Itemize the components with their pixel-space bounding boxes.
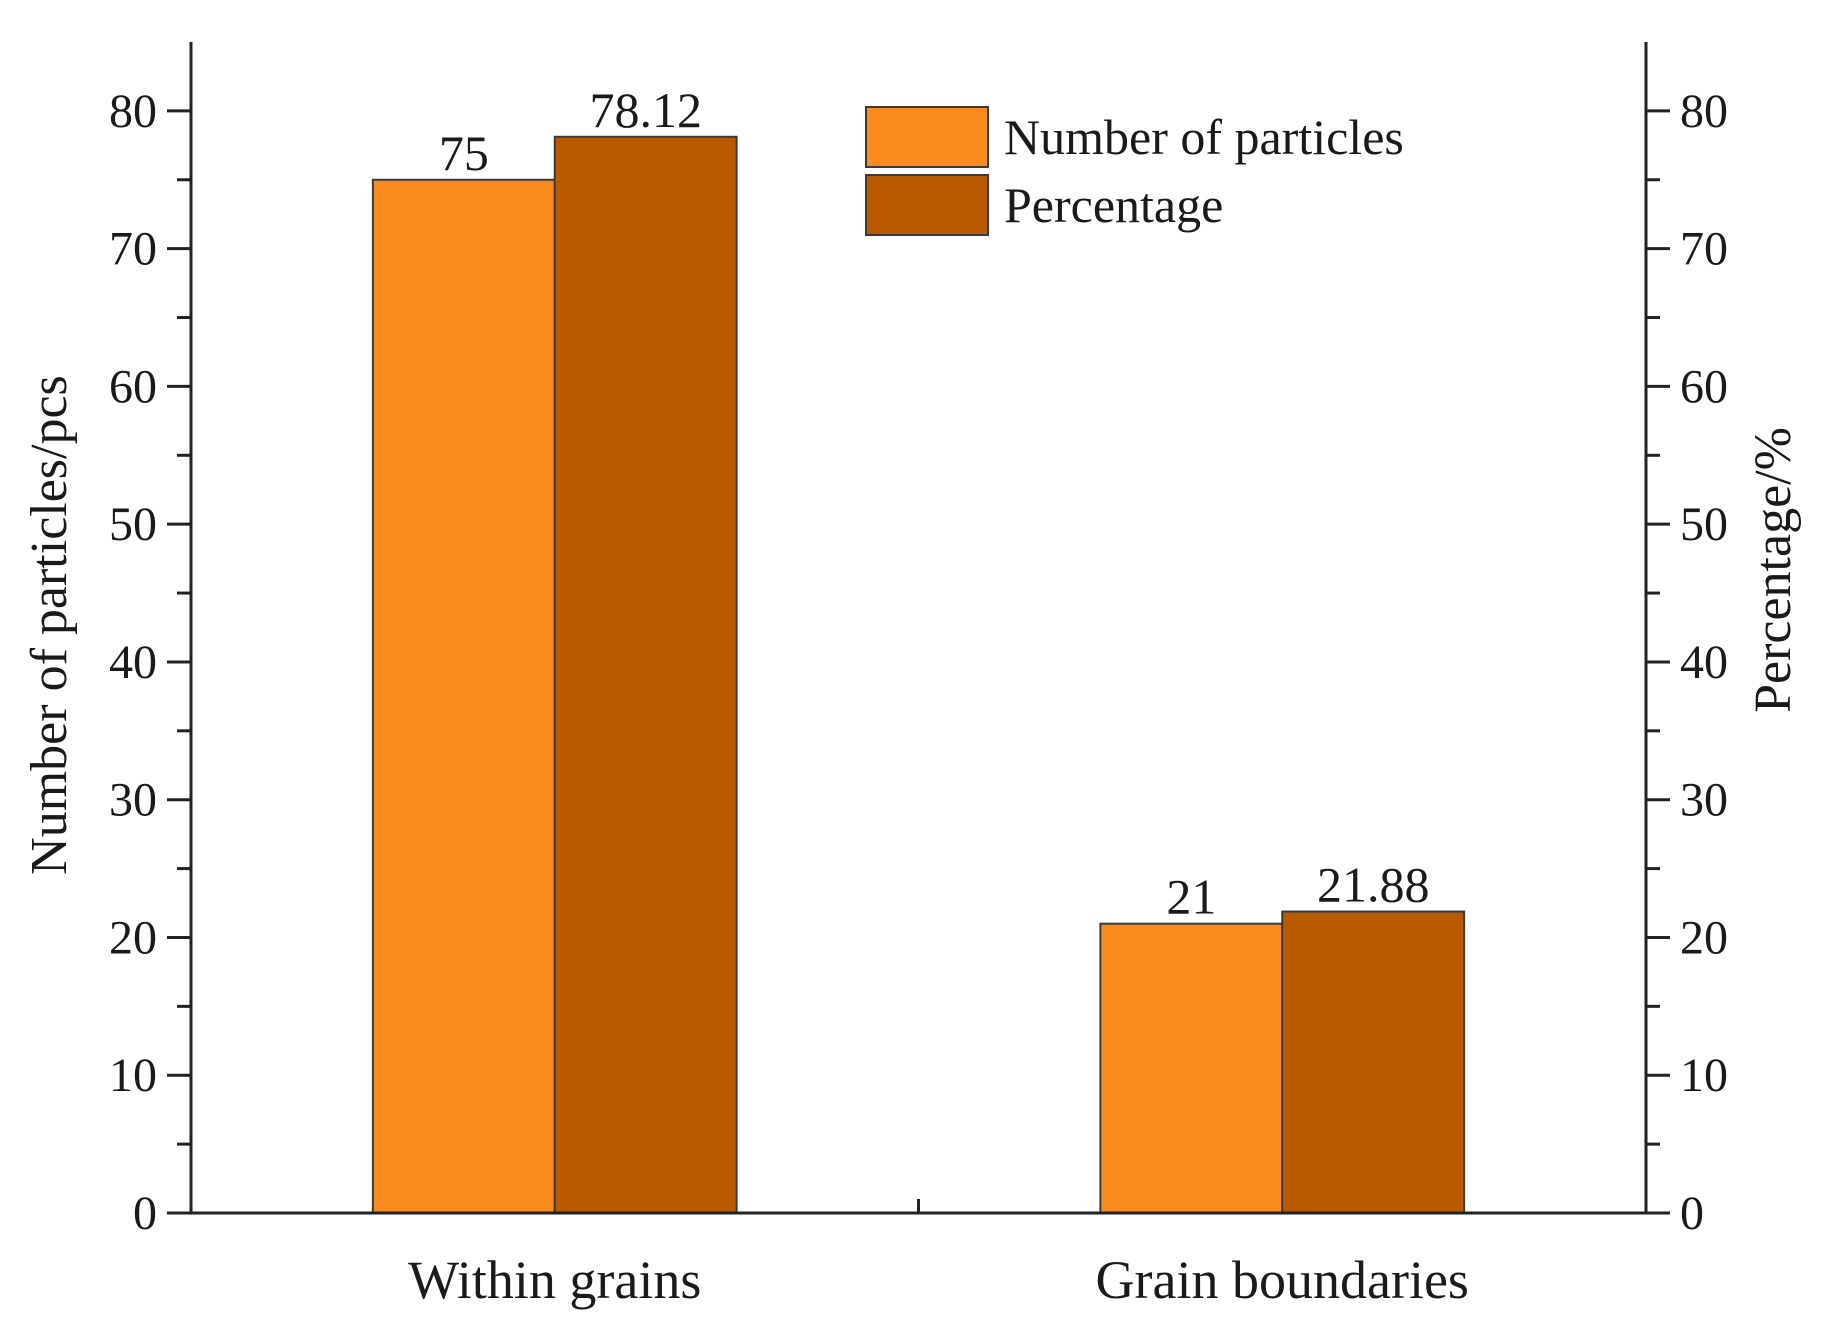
data-labels-layer: 75 78.12 21 21.88 xyxy=(439,82,1430,925)
right-tick-label: 80 xyxy=(1680,85,1728,138)
category-labels: Within grains Grain boundaries xyxy=(408,1250,1469,1310)
right-tick-label: 0 xyxy=(1680,1187,1704,1240)
right-tick-label: 50 xyxy=(1680,498,1728,551)
legend-swatch-number-of-particles xyxy=(865,106,989,168)
left-tick-label: 70 xyxy=(109,223,157,276)
bar-percentage-grain-boundaries xyxy=(1281,910,1466,1214)
right-tick-label: 30 xyxy=(1680,774,1728,827)
legend-label-number-of-particles: Number of particles xyxy=(1004,109,1404,165)
category-label-grain-boundaries: Grain boundaries xyxy=(1096,1250,1469,1310)
left-tick-label: 50 xyxy=(109,498,157,551)
left-tick-label: 40 xyxy=(109,636,157,689)
bar-number-of-particles-within-grains xyxy=(371,178,556,1215)
data-label-number-of-particles-within-grains: 75 xyxy=(439,125,489,181)
bars-layer xyxy=(371,135,1466,1215)
left-tick-label: 30 xyxy=(109,774,157,827)
right-tick-label: 10 xyxy=(1680,1049,1728,1102)
legend-label-percentage: Percentage xyxy=(1004,177,1223,233)
right-axis-title: Percentage/% xyxy=(1745,427,1802,713)
left-tick-label: 80 xyxy=(109,85,157,138)
right-tick-label: 60 xyxy=(1680,360,1728,413)
right-tick-label: 70 xyxy=(1680,223,1728,276)
right-tick-label: 40 xyxy=(1680,636,1728,689)
category-label-within-grains: Within grains xyxy=(408,1250,701,1310)
left-tick-label: 60 xyxy=(109,360,157,413)
axes-layer xyxy=(177,42,1660,1215)
left-axis-title: Number of particles/pcs xyxy=(21,375,78,875)
data-label-number-of-particles-grain-boundaries: 21 xyxy=(1166,869,1216,925)
left-tick-label: 10 xyxy=(109,1049,157,1102)
data-label-percentage-grain-boundaries: 21.88 xyxy=(1317,857,1430,913)
data-label-percentage-within-grains: 78.12 xyxy=(589,82,702,138)
left-tick-label: 20 xyxy=(109,911,157,964)
right-tick-label: 20 xyxy=(1680,911,1728,964)
bar-percentage-within-grains xyxy=(553,135,738,1215)
left-tick-label: 0 xyxy=(133,1187,157,1240)
right-axis-ticks: 0 10 20 30 40 50 60 70 80 xyxy=(1646,85,1728,1240)
legend-swatch-percentage xyxy=(865,174,989,236)
bar-number-of-particles-grain-boundaries xyxy=(1099,922,1284,1214)
legend: Number of particles Percentage xyxy=(865,106,1404,236)
left-axis-ticks: 0 10 20 30 40 50 60 70 80 xyxy=(109,85,191,1240)
